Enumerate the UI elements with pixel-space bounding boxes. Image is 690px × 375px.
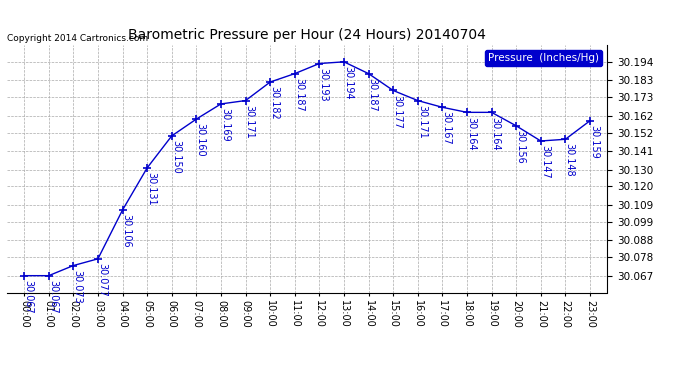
Text: 30.147: 30.147 — [540, 145, 550, 179]
Text: 30.193: 30.193 — [319, 68, 328, 101]
Text: 30.131: 30.131 — [146, 172, 157, 206]
Text: 30.067: 30.067 — [23, 280, 33, 314]
Text: 30.077: 30.077 — [97, 263, 107, 297]
Text: 30.187: 30.187 — [368, 78, 377, 111]
Text: 30.171: 30.171 — [245, 105, 255, 138]
Text: 30.187: 30.187 — [294, 78, 304, 111]
Text: 30.106: 30.106 — [121, 214, 132, 248]
Text: 30.073: 30.073 — [72, 270, 83, 303]
Text: 30.169: 30.169 — [220, 108, 230, 142]
Text: Copyright 2014 Cartronics.com: Copyright 2014 Cartronics.com — [7, 33, 148, 42]
Legend: Pressure  (Inches/Hg): Pressure (Inches/Hg) — [485, 50, 602, 66]
Text: 30.177: 30.177 — [393, 94, 402, 129]
Text: 30.159: 30.159 — [589, 125, 599, 159]
Text: 30.164: 30.164 — [466, 117, 476, 150]
Text: 30.167: 30.167 — [442, 111, 451, 145]
Text: 30.164: 30.164 — [491, 117, 501, 150]
Text: 30.160: 30.160 — [195, 123, 206, 157]
Title: Barometric Pressure per Hour (24 Hours) 20140704: Barometric Pressure per Hour (24 Hours) … — [128, 28, 486, 42]
Text: 30.182: 30.182 — [269, 86, 279, 120]
Text: 30.171: 30.171 — [417, 105, 427, 138]
Text: 30.194: 30.194 — [343, 66, 353, 100]
Text: 30.156: 30.156 — [515, 130, 525, 164]
Text: 30.067: 30.067 — [48, 280, 58, 314]
Text: 30.150: 30.150 — [171, 140, 181, 174]
Text: 30.148: 30.148 — [564, 144, 575, 177]
